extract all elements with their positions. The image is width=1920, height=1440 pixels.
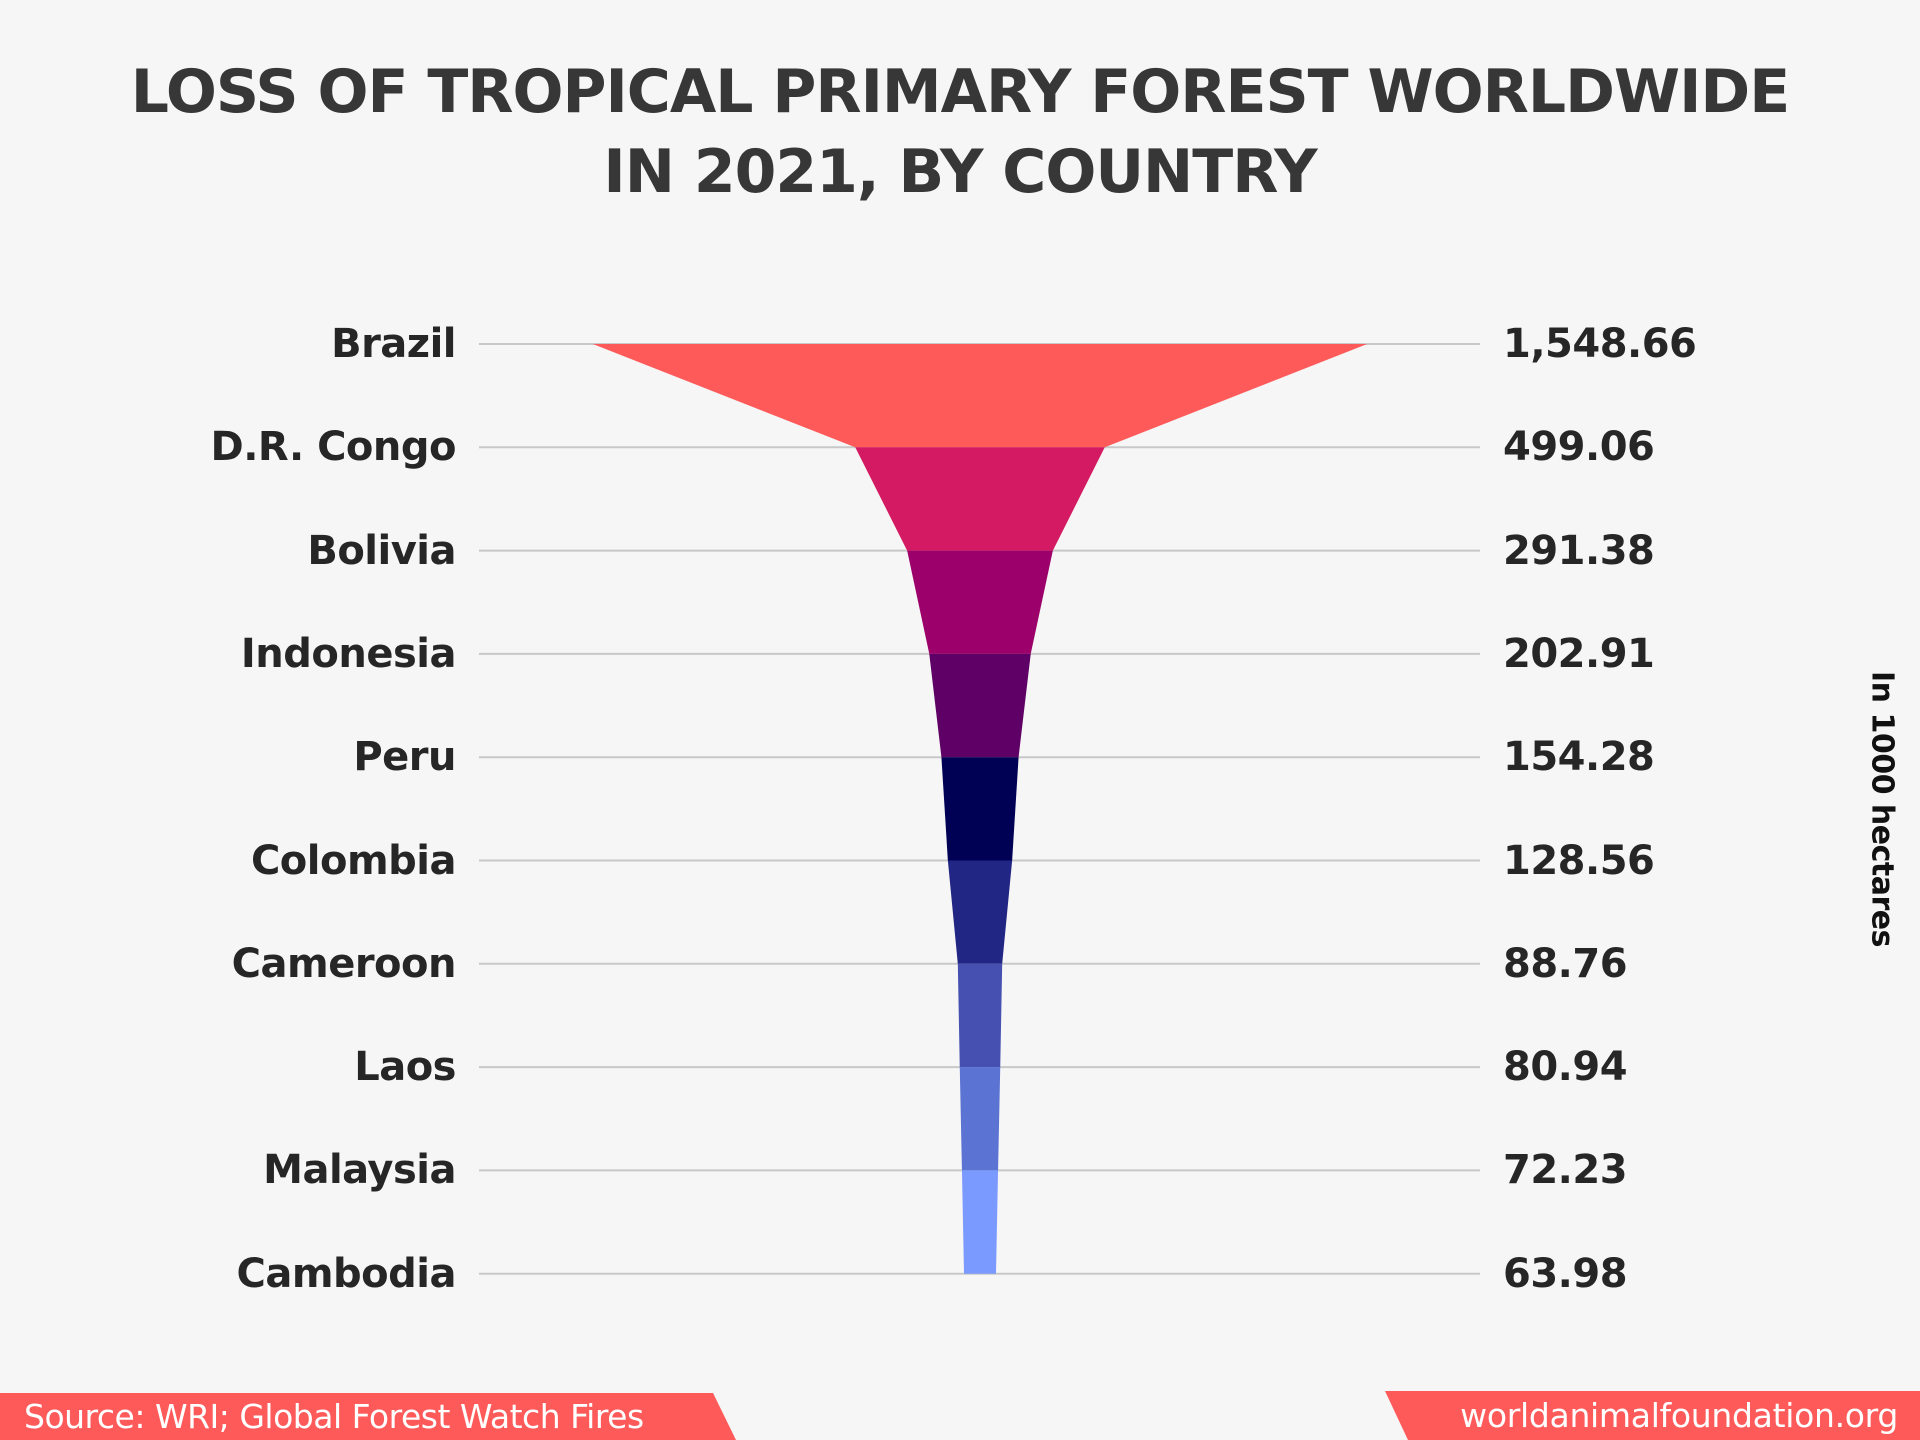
unit-axis-label: In 1000 hectares [1864, 671, 1900, 947]
site-footer: worldanimalfoundation.org [1385, 1391, 1920, 1440]
funnel-segments [592, 344, 1368, 1274]
value-label: 499.06 [1503, 424, 1655, 471]
chart-title-line-1: LOSS OF TROPICAL PRIMARY FOREST WORLDWID… [130, 57, 1790, 127]
country-label: Indonesia [240, 630, 457, 677]
funnel-segment-d-r-congo [855, 447, 1105, 551]
funnel-segment-laos [959, 1067, 1001, 1171]
value-label: 1,548.66 [1503, 321, 1697, 367]
value-label: 63.98 [1503, 1250, 1628, 1297]
country-label: Cambodia [236, 1250, 457, 1297]
value-label: 154.28 [1503, 734, 1655, 781]
country-label: D.R. Congo [210, 424, 457, 471]
country-label: Bolivia [307, 527, 456, 574]
country-label: Brazil [331, 321, 456, 367]
value-label: 88.76 [1503, 940, 1628, 987]
funnel-segment-brazil [592, 344, 1368, 448]
funnel-segment-malaysia [961, 1170, 999, 1274]
value-label: 80.94 [1503, 1044, 1628, 1091]
country-label: Colombia [250, 837, 457, 884]
country-label: Cameroon [231, 940, 457, 987]
funnel-segment-bolivia [907, 550, 1053, 654]
value-label: 72.23 [1503, 1147, 1628, 1194]
site-link[interactable]: worldanimalfoundation.org [1460, 1396, 1898, 1435]
source-footer: Source: WRI; Global Forest Watch Fires [0, 1393, 736, 1440]
funnel-segment-colombia [947, 860, 1013, 964]
chart-title: LOSS OF TROPICAL PRIMARY FOREST WORLDWID… [0, 52, 1920, 212]
funnel-segment-peru [941, 757, 1019, 861]
funnel-segment-indonesia [929, 653, 1031, 758]
value-label: 202.91 [1503, 630, 1655, 677]
chart-title-line-2: IN 2021, BY COUNTRY [603, 137, 1317, 207]
source-text: Source: WRI; Global Forest Watch Fires [24, 1397, 644, 1436]
value-label: 291.38 [1503, 527, 1655, 574]
funnel-segment-cameroon [957, 963, 1003, 1068]
country-label: Laos [354, 1044, 456, 1091]
country-label: Malaysia [263, 1147, 456, 1194]
value-label: 128.56 [1503, 837, 1655, 884]
country-label: Peru [353, 734, 456, 781]
